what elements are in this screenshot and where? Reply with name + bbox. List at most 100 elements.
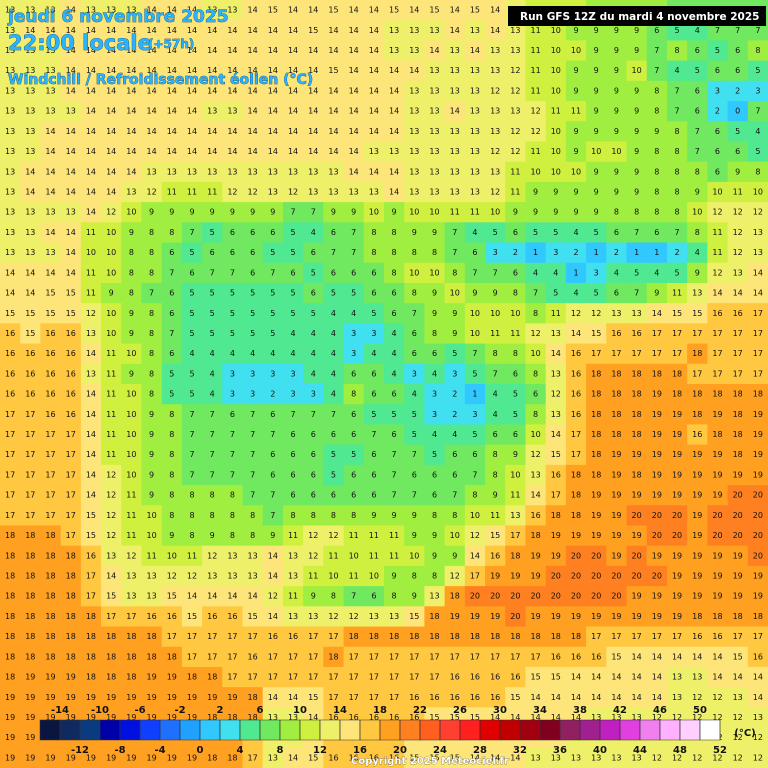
cell-value: 8 — [210, 491, 215, 500]
cell — [606, 60, 628, 82]
cell-value: 16 — [551, 470, 561, 479]
cell-value: 19 — [672, 491, 682, 500]
cell — [80, 121, 102, 142]
cell-value: 20 — [611, 572, 621, 581]
cell — [505, 262, 526, 284]
cell-value: 11 — [389, 531, 399, 540]
cell — [747, 424, 768, 446]
cell — [586, 363, 607, 385]
cell-value: 7 — [412, 491, 417, 500]
cell — [262, 444, 284, 466]
cell-value: 5 — [250, 289, 255, 298]
cell — [404, 424, 425, 446]
cell — [464, 141, 486, 163]
cell-value: 18 — [207, 753, 217, 762]
cell-value: 7 — [311, 410, 316, 419]
cell-value: 5 — [210, 289, 215, 298]
cell-value: 15 — [611, 652, 621, 661]
cell-value: 6 — [291, 450, 296, 459]
cell-value: 9 — [513, 208, 518, 217]
cell-value: 5 — [472, 430, 477, 439]
cell-value: 17 — [753, 329, 763, 338]
cell — [606, 404, 628, 425]
cell-value: 14 — [389, 66, 399, 75]
cell-value: 6 — [654, 228, 659, 237]
cell — [646, 141, 668, 163]
cell-value: 14 — [227, 66, 237, 75]
legend-tick-label: -12 — [71, 745, 89, 756]
cell-value: 8 — [654, 188, 659, 197]
cell-value: 15 — [672, 309, 682, 318]
cell — [20, 323, 41, 345]
cell-value: 13 — [86, 329, 96, 338]
cell — [303, 424, 324, 446]
cell — [242, 485, 264, 506]
cell-value: 6 — [371, 470, 376, 479]
cell-value: 16 — [591, 652, 601, 661]
cell — [161, 202, 183, 223]
cell — [666, 404, 688, 425]
cell — [747, 384, 768, 405]
cell — [707, 101, 729, 122]
cell — [363, 444, 385, 466]
cell-value: 17 — [227, 652, 237, 661]
cell-value: 14 — [227, 592, 237, 601]
cell-value: 16 — [490, 551, 500, 560]
cell-value: 14 — [126, 107, 136, 116]
cell-value: 15 — [187, 612, 197, 621]
cell-value: 9 — [573, 147, 578, 156]
cell — [586, 323, 607, 345]
cell — [707, 404, 729, 425]
cell-value: 14 — [571, 673, 581, 682]
cell — [101, 40, 122, 62]
cell-value: 14 — [66, 46, 76, 55]
cell — [363, 20, 385, 41]
cell-value: 19 — [66, 693, 76, 702]
cell — [40, 262, 62, 284]
cell — [626, 323, 648, 345]
cell-value: 13 — [45, 248, 55, 257]
cell-value: 8 — [230, 511, 235, 520]
cell-value: 13 — [227, 6, 237, 15]
copyright: Copyright 2025 Meteociel.fr — [351, 756, 509, 767]
cell — [666, 181, 688, 203]
cell — [80, 464, 102, 486]
cell — [444, 384, 466, 405]
cell — [424, 181, 446, 203]
cell — [464, 40, 486, 62]
cell-value: 14 — [146, 46, 156, 55]
cell — [666, 282, 688, 304]
cell — [485, 101, 506, 122]
cell-value: 12 — [530, 329, 540, 338]
cell — [485, 20, 506, 41]
cell-value: 19 — [652, 430, 662, 439]
cell-value: 6 — [614, 289, 619, 298]
cell-value: 7 — [270, 268, 275, 277]
cell — [525, 202, 547, 223]
cell-value: 13 — [288, 572, 298, 581]
cell — [141, 282, 163, 304]
cell-value: 13 — [450, 127, 460, 136]
cell-value: 16 — [733, 309, 743, 318]
cell-value: 10 — [146, 511, 156, 520]
cell-value: 16 — [409, 693, 419, 702]
cell — [727, 40, 749, 62]
cell-value: 14 — [146, 26, 156, 35]
cell — [303, 222, 324, 244]
cell-value: 16 — [25, 349, 35, 358]
cell — [384, 181, 405, 203]
cell-value: 14 — [227, 147, 237, 156]
cell — [161, 303, 183, 324]
cell-value: 13 — [450, 46, 460, 55]
cell-value: 8 — [493, 470, 498, 479]
cell-value: 18 — [530, 531, 540, 540]
cell-value: 7 — [210, 430, 215, 439]
cell-value: 14 — [551, 349, 561, 358]
cell — [525, 181, 547, 203]
cell-value: 5 — [250, 329, 255, 338]
cell — [181, 40, 203, 62]
cell-value: 18 — [611, 430, 621, 439]
cell-value: 14 — [349, 127, 359, 136]
cell — [646, 242, 668, 264]
cell — [60, 444, 82, 466]
